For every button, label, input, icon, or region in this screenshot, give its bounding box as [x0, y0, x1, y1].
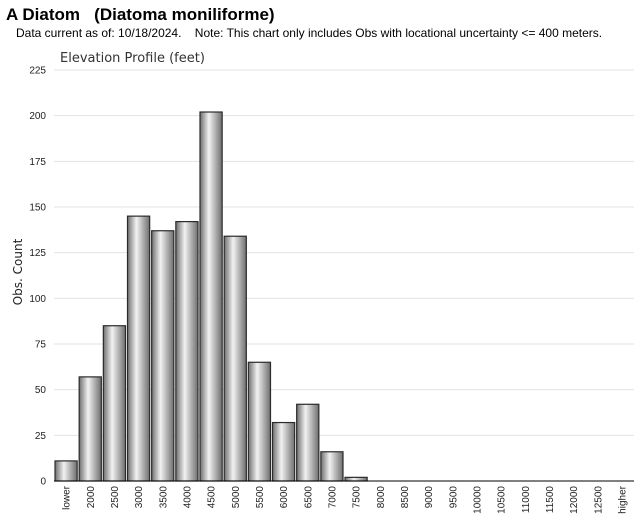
x-tick-label: 12500: [593, 486, 604, 514]
bar-3500: [151, 230, 175, 482]
x-tick-label: 9500: [448, 486, 459, 509]
bar-7500: [344, 476, 368, 482]
x-tick-label: 7000: [327, 486, 338, 509]
y-tick-label: 0: [40, 477, 46, 488]
y-tick-label: 175: [29, 157, 46, 168]
x-tick-label: 12000: [569, 486, 580, 514]
bar-4000: [175, 221, 199, 482]
bar-6500: [296, 403, 320, 482]
x-tick-label: 8000: [376, 486, 387, 509]
y-tick-label: 125: [29, 248, 46, 259]
bar-5000: [223, 235, 247, 482]
x-tick-label: lower: [62, 485, 73, 510]
y-axis-label: Obs. Count: [11, 238, 25, 305]
x-tick-label: 4000: [182, 486, 193, 509]
bars: [54, 111, 368, 482]
bar-4500: [199, 111, 223, 482]
bar-2000: [78, 376, 102, 482]
x-tick-label: 7500: [352, 486, 363, 509]
bar-2500: [102, 325, 127, 482]
x-tick-label: 8500: [400, 486, 411, 509]
y-tick-label: 75: [35, 340, 47, 351]
x-tick-label: 2500: [110, 486, 121, 509]
y-tick-label: 25: [35, 431, 47, 442]
x-tick-label: 4500: [207, 486, 218, 509]
x-tick-label: 10000: [472, 486, 483, 514]
x-tick-label: higher: [617, 485, 628, 513]
y-tick-label: 100: [29, 294, 46, 305]
bar-3000: [126, 215, 151, 482]
x-tick-label: 2000: [86, 486, 97, 509]
y-tick-label: 225: [29, 66, 46, 77]
chart-title: Elevation Profile (feet): [60, 51, 205, 66]
bar-6000: [271, 421, 296, 482]
y-tick-label: 50: [35, 385, 47, 396]
x-tick-label: 3000: [134, 486, 145, 509]
data-note: Data current as of: 10/18/2024. Note: Th…: [16, 26, 603, 40]
axes: 0 25 50 75 100 125 150 175 200 225 lower 2000 2500 30…: [29, 66, 634, 514]
grid-lines: [54, 69, 634, 436]
page-title: A Diatom (Diatoma moniliforme): [6, 5, 275, 24]
x-tick-label: 9000: [424, 486, 435, 509]
bar-lower: [54, 460, 78, 482]
x-tick-label: 6500: [303, 486, 314, 509]
x-tick-label: 11000: [521, 486, 532, 514]
x-tick-label: 11500: [545, 486, 556, 514]
x-tick-label: 3500: [158, 486, 169, 509]
y-tick-label: 200: [29, 111, 46, 122]
x-tick-label: 5000: [231, 486, 242, 509]
bar-5500: [247, 361, 272, 482]
x-tick-label: 5500: [255, 486, 266, 509]
x-tick-label: 10500: [497, 486, 508, 514]
bar-7000: [320, 451, 344, 482]
x-tick-label: 6000: [279, 486, 290, 509]
y-tick-label: 150: [29, 203, 46, 214]
